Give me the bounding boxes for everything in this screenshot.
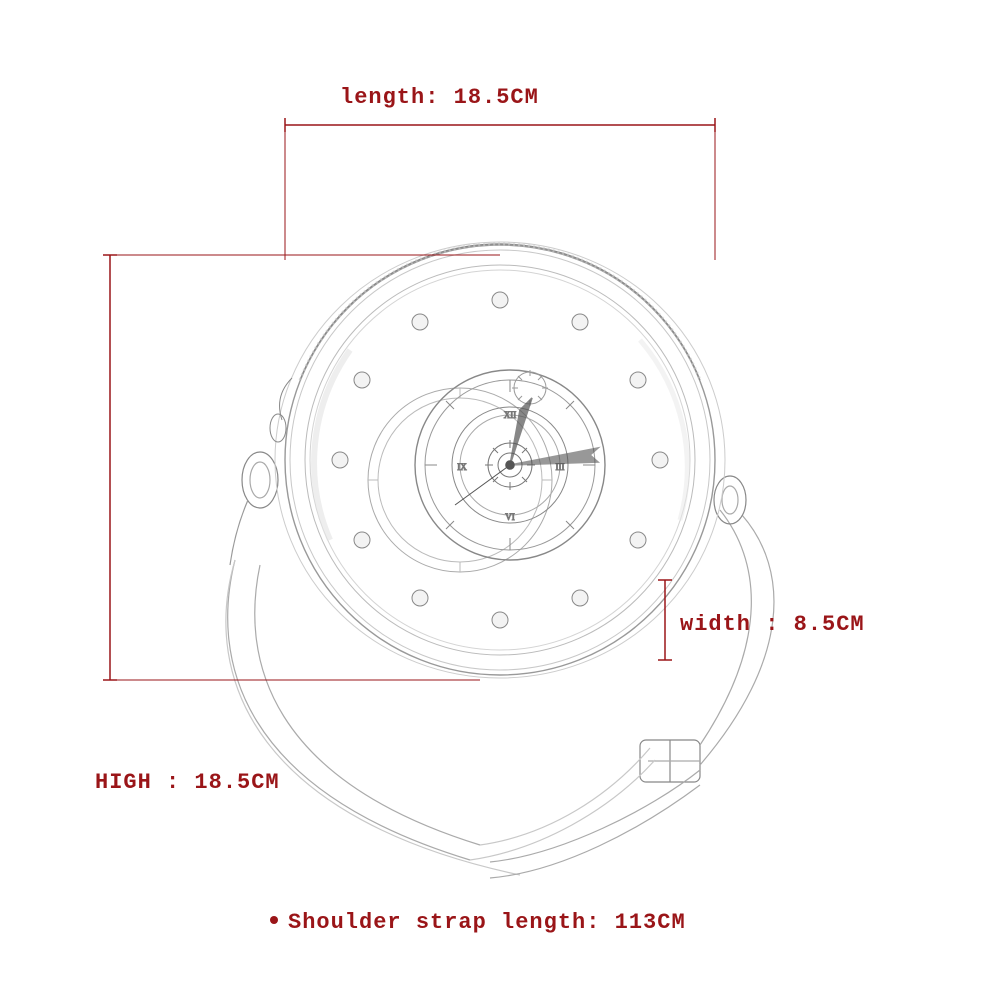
svg-text:VI: VI — [505, 512, 515, 522]
svg-text:III: III — [556, 462, 565, 472]
product-sketch: XII III VI IX — [226, 242, 774, 878]
dimension-lines — [103, 118, 715, 680]
label-high: HIGH : 18.5CM — [95, 770, 280, 795]
label-length: length: 18.5CM — [340, 85, 539, 110]
bullet-icon — [270, 916, 278, 924]
strap-sketch — [226, 452, 774, 878]
svg-text:IX: IX — [457, 462, 467, 472]
dim-length — [285, 118, 715, 260]
label-strap-text: Shoulder strap length: 113CM — [288, 910, 686, 935]
studs — [332, 292, 668, 628]
svg-text:XII: XII — [504, 410, 517, 420]
label-strap: Shoulder strap length: 113CM — [270, 910, 686, 935]
diagram-canvas: XII III VI IX — [0, 0, 1001, 1004]
clock-gears: XII III VI IX — [368, 370, 605, 572]
dim-width — [658, 580, 672, 660]
label-width: width : 8.5CM — [680, 612, 865, 637]
dim-high — [103, 255, 500, 680]
